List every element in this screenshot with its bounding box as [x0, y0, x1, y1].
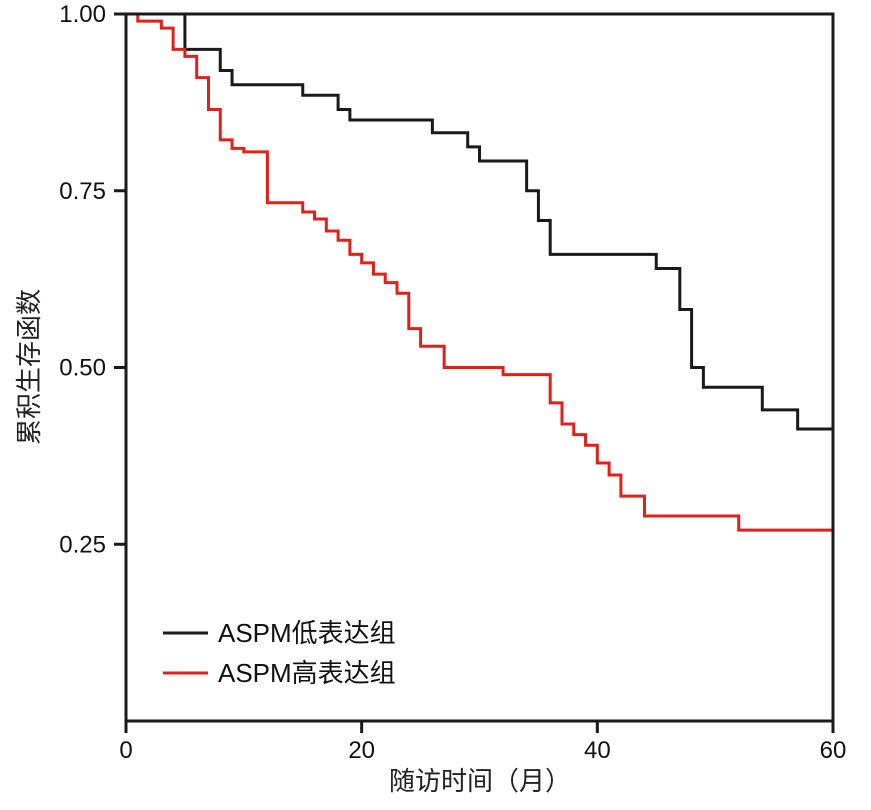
- legend-label-2: ASPM高表达组: [218, 658, 396, 688]
- legend: ASPM低表达组 ASPM高表达组: [163, 618, 396, 688]
- series-line-1: [126, 12, 835, 451]
- y-tick-label: 0.75: [59, 178, 106, 205]
- legend-label-1: ASPM低表达组: [218, 618, 396, 648]
- y-tick-label: 0.50: [59, 355, 106, 382]
- x-tick-label: 20: [348, 737, 375, 764]
- x-tick-label: 40: [584, 737, 611, 764]
- x-axis-title: 随访时间（月）: [389, 766, 571, 796]
- y-tick-label: 0.25: [59, 531, 106, 558]
- y-tick-label: 1.00: [59, 1, 106, 28]
- x-tick-label: 0: [119, 737, 132, 764]
- axis-layer: 0.25 0.50 0.75 1.00 0 20 40 60: [59, 1, 846, 764]
- y-axis-title: 累积生存函数: [14, 289, 44, 445]
- plot-layer: [126, 12, 835, 532]
- series-line-2: [126, 12, 833, 532]
- x-tick-label: 60: [820, 737, 847, 764]
